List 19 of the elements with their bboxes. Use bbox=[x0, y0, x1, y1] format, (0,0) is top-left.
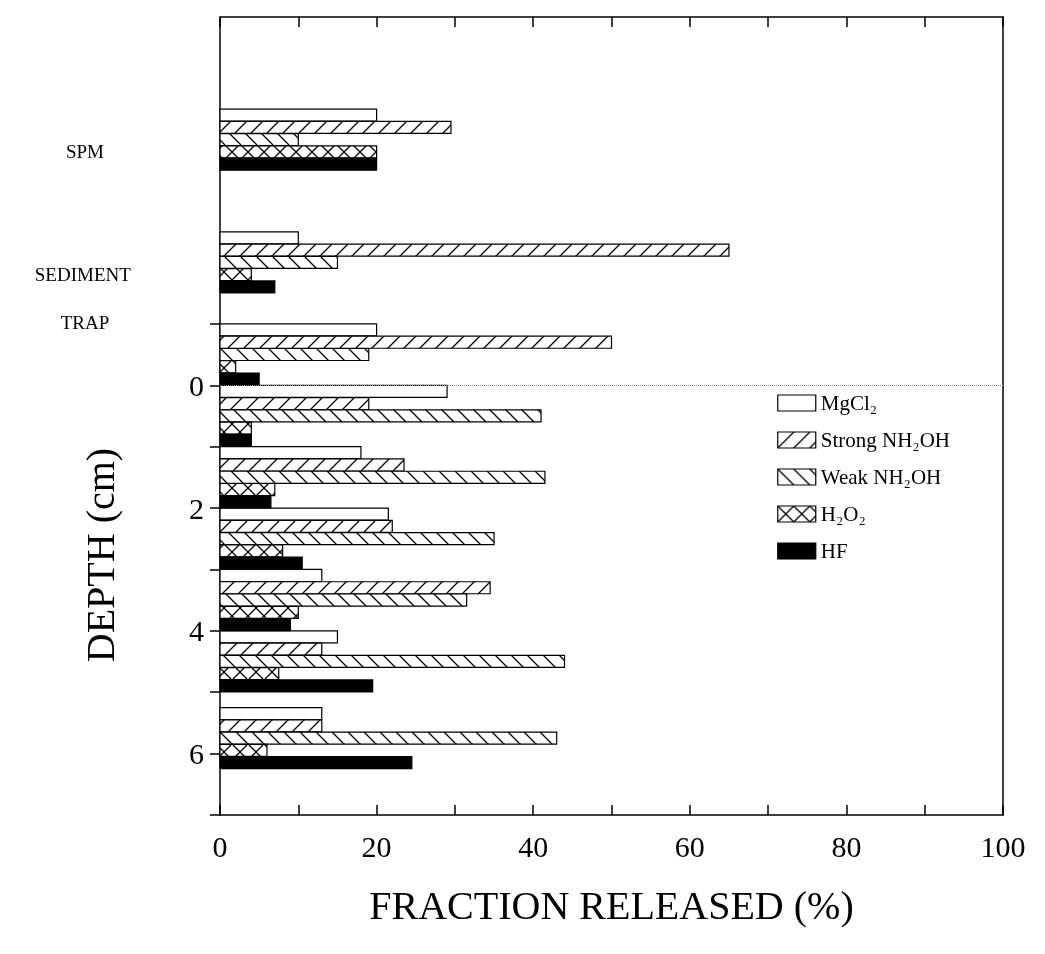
x-tick-label: 20 bbox=[361, 829, 392, 863]
y-tick-label: 6 bbox=[189, 737, 204, 771]
legend-label: HF bbox=[820, 539, 848, 563]
legend-label: H₂O₂ bbox=[820, 502, 866, 526]
legend-label: MgCl₂ bbox=[820, 391, 878, 415]
text: SEDIMENT TRAP bbox=[34, 264, 131, 334]
x-tick-label: 80 bbox=[831, 829, 862, 863]
y-axis-title: DEPTH (cm) bbox=[77, 447, 123, 663]
x-axis-title: FRACTION RELEASED (%) bbox=[369, 882, 854, 928]
legend-label: Strong NH₂OH bbox=[820, 428, 951, 452]
x-tick-label: 40 bbox=[518, 829, 549, 863]
x-tick-label: 100 bbox=[980, 829, 1026, 863]
y-tick-label: 4 bbox=[189, 614, 204, 648]
legend-label: Weak NH₂OH bbox=[820, 465, 942, 489]
x-tick-label: 0 bbox=[212, 829, 228, 863]
x-tick-label: 60 bbox=[674, 829, 705, 863]
y-tick-label: 2 bbox=[189, 491, 204, 525]
y-tick-label: 0 bbox=[189, 368, 204, 402]
text: SPM bbox=[65, 141, 105, 163]
